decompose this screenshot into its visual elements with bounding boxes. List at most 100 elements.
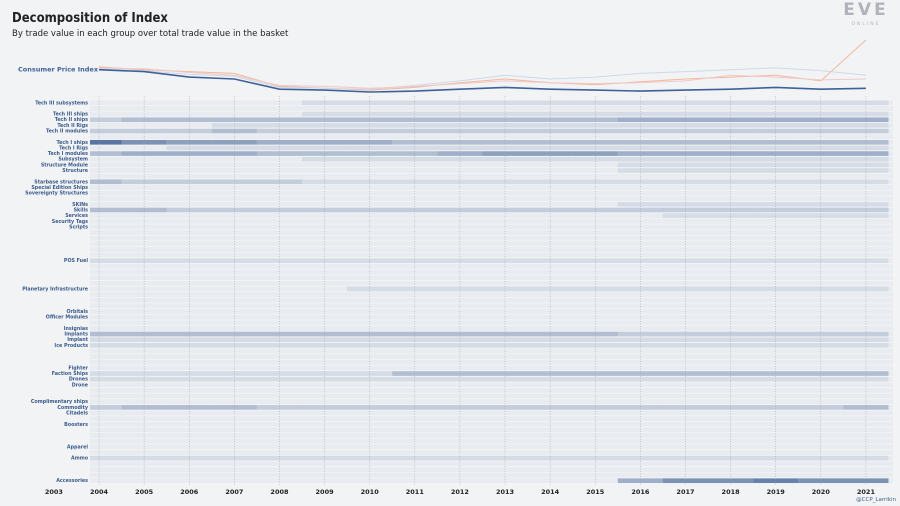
heat-cell (347, 207, 393, 213)
row-label: Tech I modules (48, 151, 88, 157)
heat-cell (662, 405, 709, 410)
row-background (90, 348, 893, 354)
row-label: Commodity (57, 405, 88, 411)
row-background (90, 134, 893, 139)
heat-cell (617, 455, 663, 461)
heat-cell (798, 213, 844, 218)
heat-cell (527, 145, 573, 151)
heat-cell (256, 455, 303, 461)
x-tick-label: 2017 (676, 488, 694, 496)
heat-cell (527, 337, 573, 343)
row-label: Tech II ships (55, 117, 88, 123)
row-background (90, 472, 893, 478)
row-label: Officer Modules (46, 315, 88, 321)
credit: @CCP_Larrikin (856, 497, 896, 503)
heat-cell (617, 139, 663, 145)
heat-cell (617, 117, 663, 123)
row-label: Sovereignty Structures (25, 191, 88, 197)
heat-cell (527, 207, 573, 213)
heat-cell (90, 445, 122, 450)
row-background (90, 128, 893, 134)
heat-cell (211, 117, 257, 123)
row-background (90, 303, 893, 309)
x-tick-label: 2011 (406, 488, 425, 496)
heat-cell (256, 405, 303, 410)
x-tick-label: 2008 (270, 488, 289, 496)
heat-cell (753, 343, 799, 348)
heat-cell (572, 405, 618, 410)
row-background (90, 190, 893, 196)
heat-cell (708, 258, 754, 264)
heat-cell (166, 207, 212, 213)
heat-cell (392, 343, 438, 348)
heat-cell (121, 258, 167, 264)
row-background (90, 218, 893, 224)
heat-cell (121, 117, 167, 123)
row-label: Drone (72, 382, 89, 388)
heat-cell (843, 100, 889, 106)
line-series (98, 68, 866, 93)
heat-cell (753, 213, 799, 218)
row-background (90, 280, 893, 286)
heat-cell (843, 337, 889, 343)
row-label: Drones (69, 377, 88, 383)
heat-cell (211, 343, 257, 348)
heat-cell (662, 162, 709, 168)
heat-cell (211, 139, 257, 145)
heat-cell (90, 225, 122, 230)
heat-cell (302, 337, 348, 343)
heat-cell (90, 258, 122, 264)
row-background (90, 207, 893, 213)
heat-cell (90, 371, 122, 376)
heat-cell (708, 455, 754, 461)
heat-cell (843, 213, 889, 218)
heat-cell (708, 168, 754, 173)
heat-cell (527, 117, 573, 123)
x-tick-label: 2014 (541, 488, 560, 496)
heat-cell (753, 478, 799, 484)
heat-cell (90, 117, 122, 123)
heat-cell (482, 207, 528, 213)
heat-cell (617, 168, 663, 173)
heat-cell (437, 455, 483, 461)
row-background (90, 433, 893, 438)
heat-cell (437, 207, 483, 213)
heat-cell (753, 139, 799, 145)
row-label: Implants (64, 332, 88, 338)
line-series (98, 67, 866, 90)
row-background (90, 455, 893, 461)
heat-cell (527, 100, 573, 106)
heat-cell (708, 207, 754, 213)
heat-cell (572, 258, 618, 264)
row-background (90, 269, 893, 275)
row-label: Tech II modules (46, 129, 88, 135)
heat-cell (617, 405, 663, 410)
heat-cell (392, 337, 438, 343)
x-tick-label: 2018 (722, 488, 741, 496)
heat-cell (662, 117, 709, 123)
heat-cell (121, 455, 167, 461)
heat-cell (347, 343, 393, 348)
row-background (90, 213, 893, 218)
heat-cell (617, 100, 663, 106)
row-background (90, 309, 893, 314)
heat-cell (90, 128, 122, 134)
heat-cell (90, 411, 122, 416)
heat-cell (572, 117, 618, 123)
row-background (90, 478, 893, 484)
heat-cell (166, 337, 212, 343)
heat-cell (798, 405, 844, 410)
heat-cell (798, 337, 844, 343)
heat-cell (211, 337, 257, 343)
chart-subtitle: By trade value in each group over total … (12, 29, 289, 39)
heat-cell (90, 399, 122, 404)
heat-cell (347, 139, 393, 145)
heat-cell (482, 337, 528, 343)
row-label: Starbase structures (34, 179, 88, 185)
heat-cell (708, 100, 754, 106)
row-label: Tech I ships (57, 140, 89, 146)
heat-cell (90, 157, 122, 162)
heat-cell (347, 123, 393, 128)
heat-cell (482, 117, 528, 123)
heat-cell (708, 162, 754, 168)
